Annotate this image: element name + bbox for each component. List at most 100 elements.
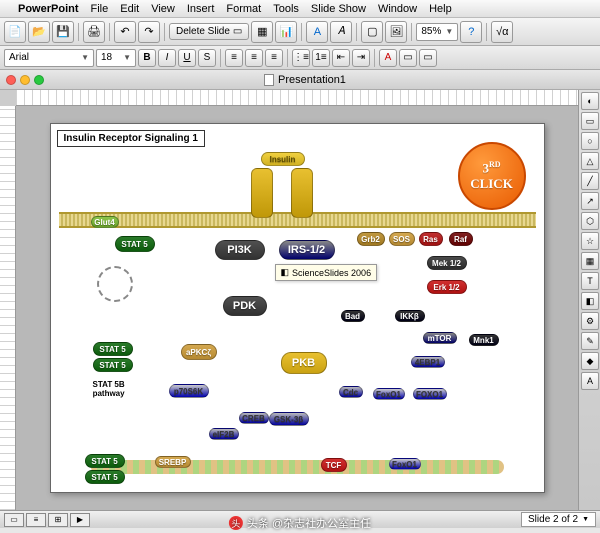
align-right-button[interactable]: ≡ [265, 49, 283, 67]
menu-view[interactable]: View [151, 3, 175, 15]
help-button[interactable]: ? [460, 21, 482, 43]
align-left-button[interactable]: ≡ [225, 49, 243, 67]
protein-stat5[interactable]: STAT 5 [115, 236, 155, 252]
horizontal-ruler[interactable] [16, 90, 578, 106]
tool-button[interactable]: ◐ [581, 92, 599, 110]
redo-button[interactable]: ↷ [138, 21, 160, 43]
shapes-button[interactable]: ▢ [361, 21, 383, 43]
slide-title-box[interactable]: Insulin Receptor Signaling 1 [57, 130, 205, 147]
protein-bad[interactable]: Bad [341, 310, 365, 322]
protein-eif2b[interactable]: eIF2B [209, 428, 239, 440]
tool-button[interactable]: ▦ [581, 252, 599, 270]
protein-insulin[interactable]: Insulin [261, 152, 305, 166]
protein-pdk[interactable]: PDK [223, 296, 267, 316]
numbering-button[interactable]: 1≡ [312, 49, 330, 67]
menu-tools[interactable]: Tools [273, 3, 299, 15]
bold-button[interactable]: B [138, 49, 156, 67]
tool-button[interactable]: ○ [581, 132, 599, 150]
click-badge[interactable]: 3RD CLICK [458, 142, 526, 210]
protein-stat5[interactable]: STAT 5 [85, 454, 125, 468]
media-button[interactable]: 🖼 [385, 21, 407, 43]
slide[interactable]: Insulin Receptor Signaling 1 3RD CLICK S… [50, 123, 545, 493]
text-button[interactable]: A [306, 21, 328, 43]
menu-slideshow[interactable]: Slide Show [311, 3, 366, 15]
undo-button[interactable]: ↶ [114, 21, 136, 43]
protein-mek12[interactable]: Mek 1/2 [427, 256, 467, 270]
menu-help[interactable]: Help [429, 3, 452, 15]
indent-button[interactable]: ⇥ [352, 49, 370, 67]
new-button[interactable]: 📄 [4, 21, 26, 43]
protein-sos[interactable]: SOS [389, 232, 415, 246]
protein-stat5[interactable]: STAT 5 [85, 470, 125, 484]
receptor-subunit[interactable] [291, 168, 313, 218]
bullets-button[interactable]: ⋮≡ [292, 49, 310, 67]
protein-grb2[interactable]: Grb2 [357, 232, 385, 246]
protein-gsk3[interactable]: GSK-3β [269, 412, 309, 426]
protein-foxo1[interactable]: FoxO1 [373, 388, 405, 400]
protein-cdc[interactable]: Cdc [339, 386, 363, 398]
protein-stat5[interactable]: STAT 5 [93, 358, 133, 372]
protein-tcf[interactable]: TCF [321, 458, 347, 472]
text-button-2[interactable]: 𝐴 [330, 21, 352, 43]
tool-button[interactable]: ☆ [581, 232, 599, 250]
protein-mtor[interactable]: mTOR [423, 332, 457, 344]
tool-button[interactable]: A [581, 372, 599, 390]
protein-mnk1[interactable]: Mnk1 [469, 334, 499, 346]
sorter-view-button[interactable]: ⊞ [48, 513, 68, 527]
protein-irs12[interactable]: IRS-1/2 [279, 240, 335, 260]
outline-view-button[interactable]: ≡ [26, 513, 46, 527]
tool-button[interactable]: ╱ [581, 172, 599, 190]
table-button[interactable]: ▦ [251, 21, 273, 43]
protein-foxo1[interactable]: FOXO1 [413, 388, 447, 400]
print-button[interactable]: 🖨 [83, 21, 105, 43]
menu-window[interactable]: Window [378, 3, 417, 15]
tool-button[interactable]: ✎ [581, 332, 599, 350]
slide-indicator[interactable]: Slide 2 of 2 ▼ [521, 512, 596, 527]
menu-file[interactable]: File [91, 3, 109, 15]
align-center-button[interactable]: ≡ [245, 49, 263, 67]
slideshow-view-button[interactable]: ▶ [70, 513, 90, 527]
app-name[interactable]: PowerPoint [18, 3, 79, 15]
design-button[interactable]: ▭ [399, 49, 417, 67]
italic-button[interactable]: I [158, 49, 176, 67]
tool-button[interactable]: ▭ [581, 112, 599, 130]
tool-button[interactable]: △ [581, 152, 599, 170]
menu-edit[interactable]: Edit [120, 3, 139, 15]
protein-4ebp1[interactable]: 4EBP1 [411, 356, 445, 368]
protein-stat5[interactable]: STAT 5 [93, 342, 133, 356]
slide-canvas[interactable]: Insulin Receptor Signaling 1 3RD CLICK S… [16, 106, 578, 510]
outdent-button[interactable]: ⇤ [332, 49, 350, 67]
tool-button[interactable]: ↗ [581, 192, 599, 210]
protein-ikk[interactable]: IKKβ [395, 310, 425, 322]
protein-pkb[interactable]: PKB [281, 352, 327, 374]
protein-raf[interactable]: Raf [449, 232, 473, 246]
tool-button[interactable]: ◆ [581, 352, 599, 370]
shadow-button[interactable]: S [198, 49, 216, 67]
font-color-button[interactable]: A [379, 49, 397, 67]
save-button[interactable]: 💾 [52, 21, 74, 43]
tool-button[interactable]: ⬡ [581, 212, 599, 230]
protein-p70s6k[interactable]: p70S6K [169, 384, 209, 398]
delete-slide-button[interactable]: Delete Slide ▭ [169, 23, 249, 40]
open-button[interactable]: 📂 [28, 21, 50, 43]
font-select[interactable]: Arial ▼ [4, 49, 94, 67]
chart-button[interactable]: 📊 [275, 21, 297, 43]
formula-button[interactable]: √α [491, 21, 513, 43]
receptor-subunit[interactable] [251, 168, 273, 218]
tool-button[interactable]: ◧ [581, 292, 599, 310]
new-slide-button[interactable]: ▭ [419, 49, 437, 67]
menu-insert[interactable]: Insert [187, 3, 215, 15]
zoom-select[interactable]: 85% ▼ [416, 23, 458, 41]
protein-glut4[interactable]: Glut4 [91, 216, 119, 228]
protein-foxo1[interactable]: FoxO1 [389, 458, 421, 470]
protein-pi3k[interactable]: PI3K [215, 240, 265, 260]
protein-erk12[interactable]: Erk 1/2 [427, 280, 467, 294]
vertical-ruler[interactable] [0, 106, 16, 510]
tool-button[interactable]: T [581, 272, 599, 290]
protein-apkc[interactable]: aPKCζ [181, 344, 217, 360]
protein-creb[interactable]: CREB [239, 412, 269, 424]
protein-srebp[interactable]: SREBP [155, 456, 191, 468]
protein-ras[interactable]: Ras [419, 232, 443, 246]
tool-button[interactable]: ⚙ [581, 312, 599, 330]
size-select[interactable]: 18 ▼ [96, 49, 136, 67]
